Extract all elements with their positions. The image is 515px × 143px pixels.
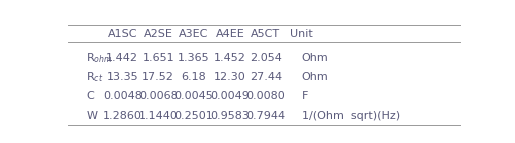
Text: 1.2860: 1.2860 — [103, 111, 142, 121]
Text: 0.0068: 0.0068 — [139, 91, 178, 101]
Text: 17.52: 17.52 — [142, 72, 174, 82]
Text: A1SC: A1SC — [108, 29, 137, 39]
Text: A2SE: A2SE — [144, 29, 173, 39]
Text: C: C — [87, 91, 94, 101]
Text: 6.18: 6.18 — [182, 72, 207, 82]
Text: 2.054: 2.054 — [250, 53, 282, 63]
Text: R$_{ct}$: R$_{ct}$ — [87, 70, 104, 84]
Text: Unit: Unit — [290, 29, 313, 39]
Text: W: W — [87, 111, 97, 121]
Text: Ohm: Ohm — [302, 72, 329, 82]
Text: R$_{ohm}$: R$_{ohm}$ — [87, 51, 113, 65]
Text: 1/(Ohm  sqrt)(Hz): 1/(Ohm sqrt)(Hz) — [302, 111, 400, 121]
Text: 0.2501: 0.2501 — [175, 111, 213, 121]
Text: F: F — [302, 91, 308, 101]
Text: 1.365: 1.365 — [178, 53, 210, 63]
Text: A4EE: A4EE — [216, 29, 245, 39]
Text: 0.0049: 0.0049 — [211, 91, 249, 101]
Text: 0.0045: 0.0045 — [175, 91, 213, 101]
Text: A3EC: A3EC — [179, 29, 209, 39]
Text: 0.7944: 0.7944 — [246, 111, 285, 121]
Text: 0.0080: 0.0080 — [247, 91, 285, 101]
Text: 0.9583: 0.9583 — [211, 111, 249, 121]
Text: 27.44: 27.44 — [250, 72, 282, 82]
Text: 1.442: 1.442 — [106, 53, 138, 63]
Text: 1.452: 1.452 — [214, 53, 246, 63]
Text: A5CT: A5CT — [251, 29, 281, 39]
Text: 12.30: 12.30 — [214, 72, 246, 82]
Text: Ohm: Ohm — [302, 53, 329, 63]
Text: 13.35: 13.35 — [107, 72, 138, 82]
Text: 0.0048: 0.0048 — [103, 91, 142, 101]
Text: 1.651: 1.651 — [142, 53, 174, 63]
Text: 1.1440: 1.1440 — [139, 111, 178, 121]
